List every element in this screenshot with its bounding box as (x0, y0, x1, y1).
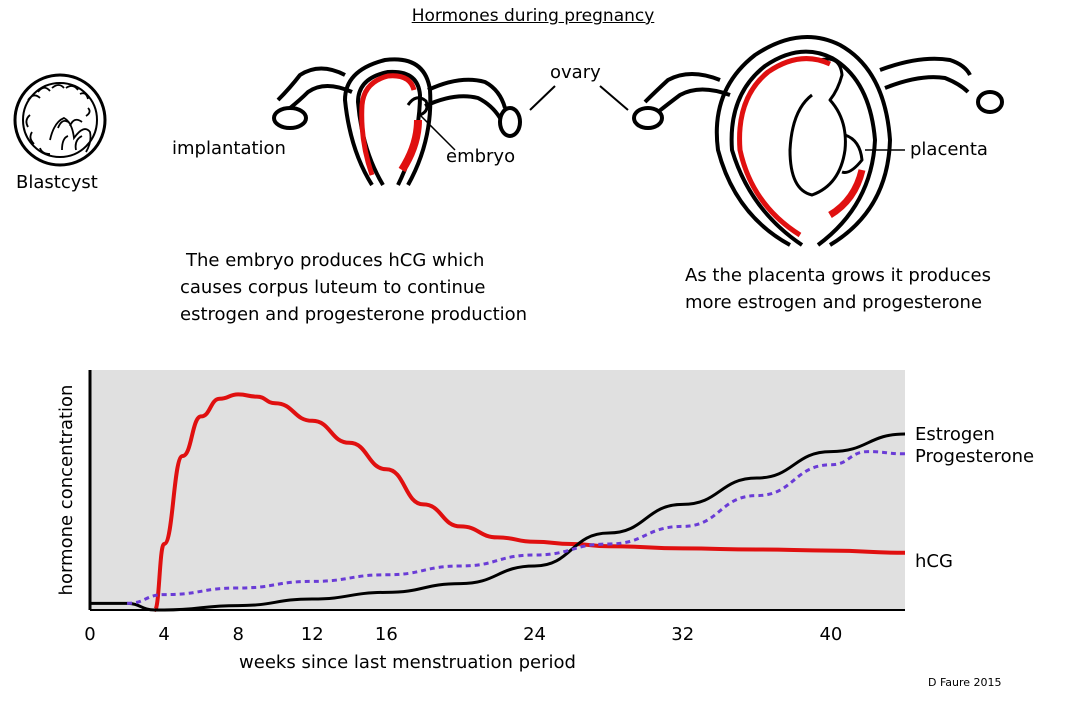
blastocyst-label: Blastcyst (16, 172, 98, 193)
x-tick-label: 32 (671, 624, 694, 645)
legend-hcg: hCG (915, 551, 953, 572)
x-tick-label: 4 (158, 624, 169, 645)
x-tick-label: 24 (523, 624, 546, 645)
caption-right-line-2: more estrogen and progesterone (685, 292, 983, 313)
uterine-lining-late (737, 56, 866, 238)
uterine-lining-early (359, 73, 422, 176)
uterus-late-drawing (632, 35, 1004, 247)
series-progesterone (127, 450, 906, 605)
x-tick-label: 40 (819, 624, 842, 645)
embryo-label: embryo (446, 146, 516, 167)
anatomy-illustration (13, 35, 1004, 247)
x-tick-label: 0 (84, 624, 95, 645)
caption-left: The embryo produces hCG which causes cor… (180, 247, 527, 328)
caption-left-line-3: estrogen and progesterone production (180, 304, 528, 325)
implantation-label: implantation (172, 138, 286, 159)
legend-progesterone: Progesterone (915, 446, 1034, 467)
caption-right-line-1: As the placenta grows it produces (685, 265, 991, 286)
legend-estrogen: Estrogen (915, 424, 995, 445)
placenta-label: placenta (910, 139, 988, 160)
blastocyst-drawing (13, 73, 107, 167)
x-tick-label: 16 (375, 624, 398, 645)
x-tick-label: 8 (232, 624, 243, 645)
series-hcg (152, 392, 906, 612)
plot-background (90, 370, 905, 610)
ovary-label: ovary (550, 62, 601, 83)
y-axis-label: hormone concentration (56, 385, 77, 596)
ovary-pointer-left (529, 85, 556, 111)
x-axis-label: weeks since last menstruation period (239, 652, 576, 673)
caption-left-line-2: causes corpus luteum to continue (180, 277, 486, 298)
x-tick-label: 12 (301, 624, 324, 645)
caption-right: As the placenta grows it produces more e… (685, 262, 991, 316)
series-estrogen (90, 432, 906, 612)
credit: D Faure 2015 (928, 676, 1002, 689)
diagram-title: Hormones during pregnancy (411, 6, 655, 26)
ovary-pointer-right (599, 85, 629, 111)
embryo-pointer (419, 114, 456, 151)
caption-left-line-1: The embryo produces hCG which (186, 250, 485, 271)
